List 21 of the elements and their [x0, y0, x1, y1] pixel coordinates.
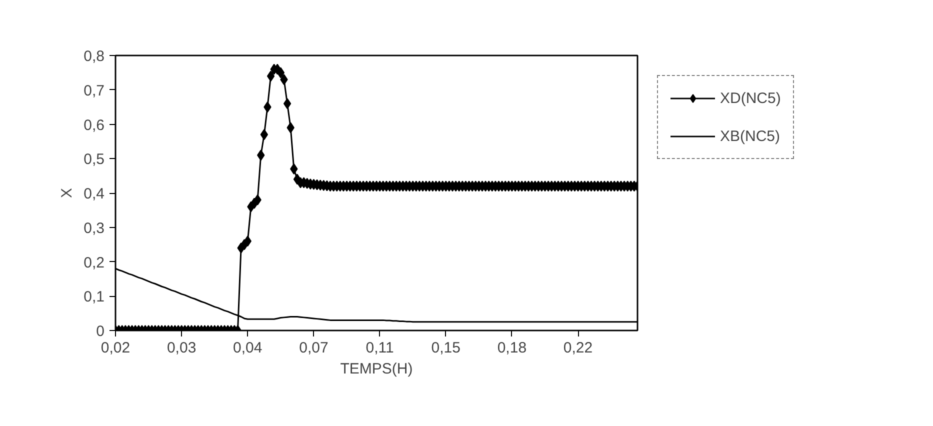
y-tick-label: 0 — [96, 323, 104, 340]
x-tick-label: 0,07 — [299, 340, 328, 356]
x-tick-label: 0,02 — [100, 340, 130, 356]
x-tick-label: 0,15 — [431, 340, 460, 356]
y-tick-label: 0,4 — [84, 186, 105, 202]
y-tick-label: 0,1 — [84, 288, 105, 306]
x-tick-label: 0,11 — [366, 340, 394, 356]
x-tick-label: 0,04 — [233, 340, 262, 356]
x-tick-label: 0,22 — [563, 340, 593, 356]
y-tick-label: 0,2 — [84, 254, 105, 272]
y-tick-label: 0,5 — [84, 151, 105, 168]
y-tick-label: 0,8 — [84, 48, 105, 65]
legend-label: XB(NC5) — [720, 128, 780, 144]
y-tick-label: 0,3 — [84, 220, 105, 237]
x-tick-label: 0,03 — [166, 340, 196, 356]
x-axis-title: TEMPS(H) — [340, 360, 413, 378]
x-tick-label: 0,18 — [497, 340, 527, 356]
legend-label: XD(NC5) — [720, 90, 781, 106]
y-tick-label: 0,7 — [84, 82, 105, 100]
y-tick-label: 0,6 — [84, 116, 105, 134]
y-axis-title: X — [58, 188, 76, 198]
